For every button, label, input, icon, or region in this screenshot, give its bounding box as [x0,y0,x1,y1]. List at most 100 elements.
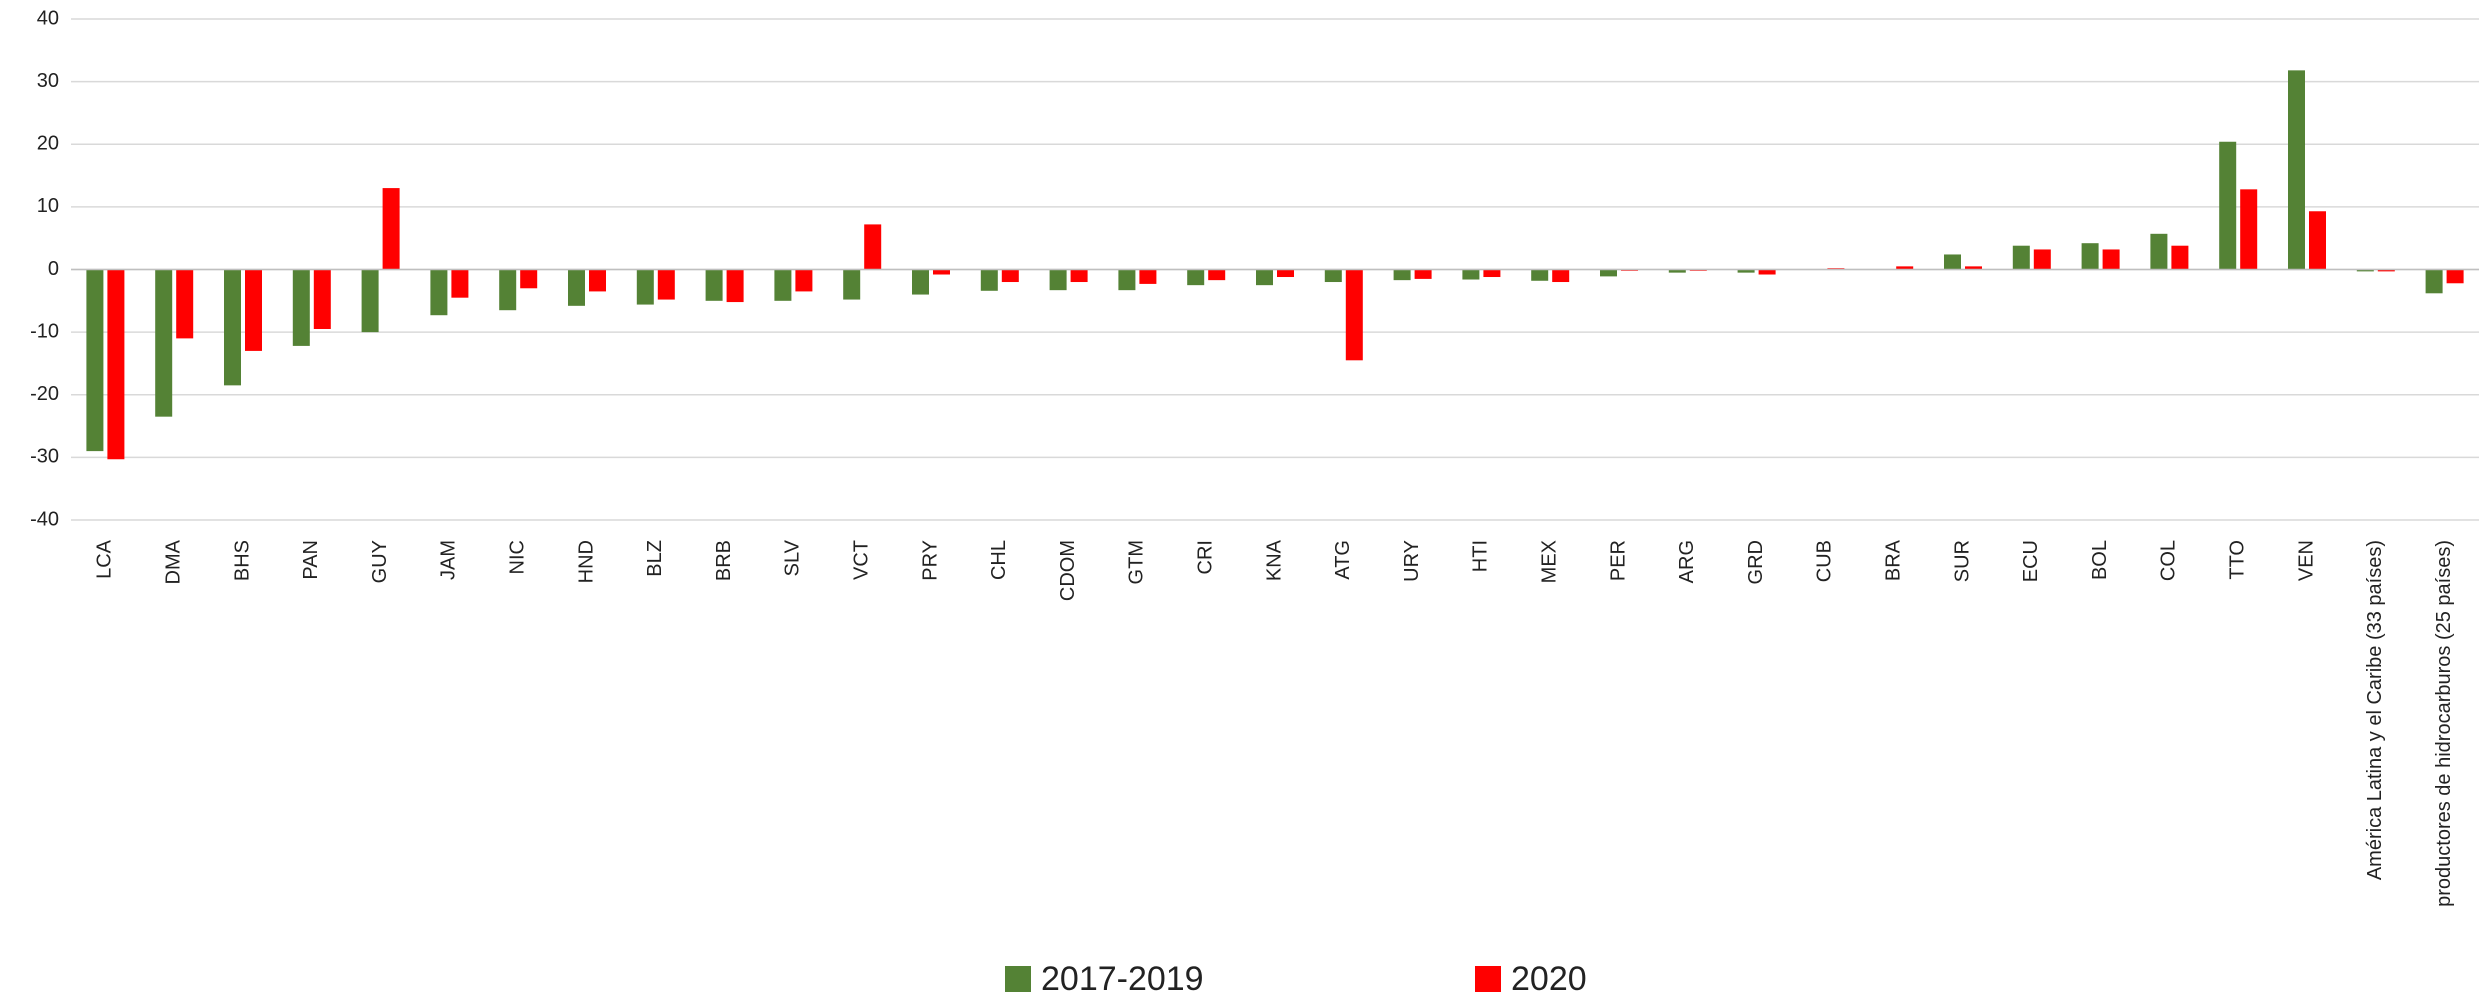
bar [589,269,606,292]
legend-label: 2017-2019 [1041,960,1204,998]
y-tick-label: -10 [30,320,59,342]
x-tick-label: VCT [850,540,872,580]
bar [2171,245,2189,270]
x-tick-label: PER [1607,540,1629,581]
bar [1483,269,1501,278]
bar [1187,269,1205,286]
bar [795,269,813,292]
x-tick-label: ATG [1332,540,1354,580]
bar [2150,233,2168,270]
x-tick-label: América Latina y el Caribe (33 países) [2364,540,2386,880]
x-tick-label: KNA [1263,539,1285,581]
x-tick-label: CHL [988,540,1010,580]
bar [176,269,194,339]
bar [726,269,744,303]
bar [1345,269,1363,361]
x-tick-label: DMA [162,539,184,584]
bar [1118,269,1136,291]
bar [1944,254,1961,270]
bar [1758,269,1776,275]
x-tick-label: BRB [713,540,735,581]
bar [1277,269,1294,278]
bar [1600,269,1617,277]
x-tick-label: GUY [369,540,391,583]
bar [313,269,331,329]
y-tick-label: -30 [30,446,59,468]
bar [361,269,379,333]
bar [2240,189,2258,270]
bar [2356,269,2374,272]
bar [1256,269,1273,286]
bar [224,269,241,386]
x-tick-label: CUB [1814,540,1836,582]
bar [2081,243,2099,270]
x-tick-label: BHS [231,540,253,581]
bar [2446,269,2464,284]
bar [245,269,262,351]
bar [1414,269,1432,279]
bar [864,224,882,270]
bar [1049,269,1067,291]
bar [382,188,400,270]
bar [2377,269,2395,272]
x-tick-label: productores de hidrocarburos (25 países) [2433,540,2455,907]
bar [1531,269,1549,281]
bar [1462,269,1480,280]
y-tick-label: -40 [30,508,59,530]
x-tick-label: PAN [300,540,322,580]
x-tick-label: MEX [1538,540,1560,583]
legend-label: 2020 [1511,960,1587,998]
bar [1965,266,1982,270]
y-tick-label: 20 [37,133,59,155]
bar [1324,269,1342,283]
y-tick-label: 40 [37,7,59,29]
bar [1139,269,1157,284]
bar [499,269,517,311]
bar [912,269,929,295]
bar [1393,269,1411,281]
x-tick-label: BLZ [644,540,666,577]
x-tick-label: BRA [1882,539,1904,581]
x-tick-label: COL [2158,540,2180,581]
x-tick-label: HTI [1470,540,1492,572]
bar [2309,211,2326,270]
bar [2288,70,2305,270]
bar [292,269,310,346]
y-tick-label: -20 [30,383,59,405]
x-tick-label: BOL [2089,540,2111,580]
bar [774,269,792,301]
bar [657,269,675,300]
bar [1896,266,1914,270]
legend-swatch [1475,966,1501,992]
x-tick-label: NIC [506,540,528,574]
x-tick-label: URY [1401,540,1423,582]
bar [2102,249,2120,270]
bar [2033,249,2051,270]
bar [1552,269,1570,283]
x-tick-label: CRI [1194,540,1216,574]
x-tick-label: VEN [2295,540,2317,581]
bar [1737,269,1755,273]
bar [520,269,538,289]
bar [933,269,950,275]
bar [86,269,104,452]
x-tick-label: ARG [1676,540,1698,583]
bar [843,269,861,300]
legend-swatch [1005,966,1031,992]
y-tick-label: 30 [37,70,59,92]
bar [451,269,469,298]
bar [705,269,723,301]
x-tick-label: HND [575,540,597,583]
bar [2219,141,2237,270]
x-tick-label: ECU [2020,540,2042,582]
bar [1208,269,1226,281]
bar [636,269,654,305]
bar [155,269,173,417]
x-tick-label: CDOM [1057,540,1079,601]
x-tick-label: SLV [782,539,804,576]
y-tick-label: 10 [37,195,59,217]
x-tick-label: GTM [1126,540,1148,584]
x-tick-label: GRD [1745,540,1767,584]
x-tick-label: PRY [919,540,941,581]
